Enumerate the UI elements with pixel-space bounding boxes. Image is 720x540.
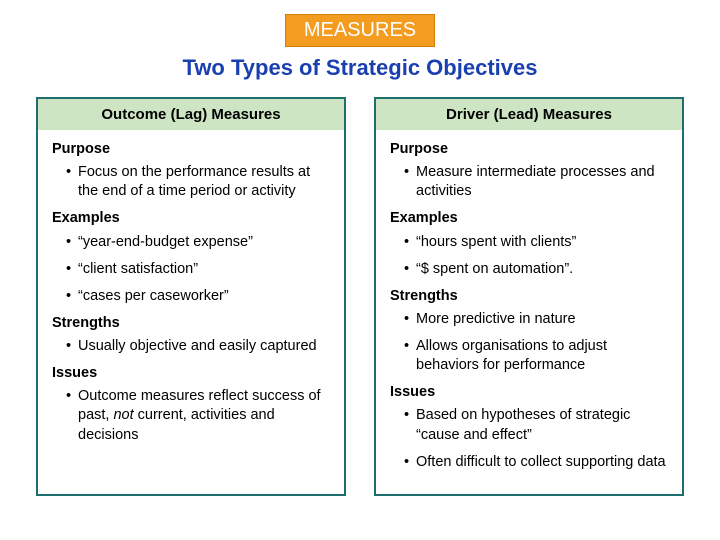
right-purpose-list: Measure intermediate processes and activ… xyxy=(390,163,668,201)
list-item: Based on hypotheses of strategic “cause … xyxy=(404,406,668,444)
right-body: Purpose Measure intermediate processes a… xyxy=(376,130,682,494)
right-strengths-list: More predictive in nature Allows organis… xyxy=(390,310,668,375)
columns-wrap: Outcome (Lag) Measures Purpose Focus on … xyxy=(30,97,690,496)
list-item: “hours spent with clients” xyxy=(404,233,668,252)
list-item: More predictive in nature xyxy=(404,310,668,329)
right-strengths-label: Strengths xyxy=(390,287,668,306)
left-issues-label: Issues xyxy=(52,364,330,383)
list-item: “client satisfaction” xyxy=(66,260,330,279)
list-item: Allows organisations to adjust behaviors… xyxy=(404,337,668,375)
list-item: “cases per caseworker” xyxy=(66,287,330,306)
left-issues-list: Outcome measures reflect success of past… xyxy=(52,387,330,444)
list-item: Outcome measures reflect success of past… xyxy=(66,387,330,444)
left-body: Purpose Focus on the performance results… xyxy=(38,130,344,467)
right-issues-list: Based on hypotheses of strategic “cause … xyxy=(390,406,668,471)
list-item: Measure intermediate processes and activ… xyxy=(404,163,668,201)
left-column: Outcome (Lag) Measures Purpose Focus on … xyxy=(36,97,346,496)
list-item: Often difficult to collect supporting da… xyxy=(404,453,668,472)
left-examples-list: “year-end-budget expense” “client satisf… xyxy=(52,233,330,306)
left-heading: Outcome (Lag) Measures xyxy=(38,99,344,130)
left-purpose-list: Focus on the performance results at the … xyxy=(52,163,330,201)
right-examples-label: Examples xyxy=(390,209,668,228)
measures-badge: MEASURES xyxy=(285,14,435,47)
left-strengths-label: Strengths xyxy=(52,314,330,333)
left-purpose-label: Purpose xyxy=(52,140,330,159)
left-strengths-list: Usually objective and easily captured xyxy=(52,337,330,356)
list-item: Usually objective and easily captured xyxy=(66,337,330,356)
list-item: “$ spent on automation”. xyxy=(404,260,668,279)
right-issues-label: Issues xyxy=(390,383,668,402)
left-examples-label: Examples xyxy=(52,209,330,228)
list-item: “year-end-budget expense” xyxy=(66,233,330,252)
right-column: Driver (Lead) Measures Purpose Measure i… xyxy=(374,97,684,496)
right-purpose-label: Purpose xyxy=(390,140,668,159)
page-title: Two Types of Strategic Objectives xyxy=(30,55,690,81)
list-item: Focus on the performance results at the … xyxy=(66,163,330,201)
right-examples-list: “hours spent with clients” “$ spent on a… xyxy=(390,233,668,279)
right-heading: Driver (Lead) Measures xyxy=(376,99,682,130)
